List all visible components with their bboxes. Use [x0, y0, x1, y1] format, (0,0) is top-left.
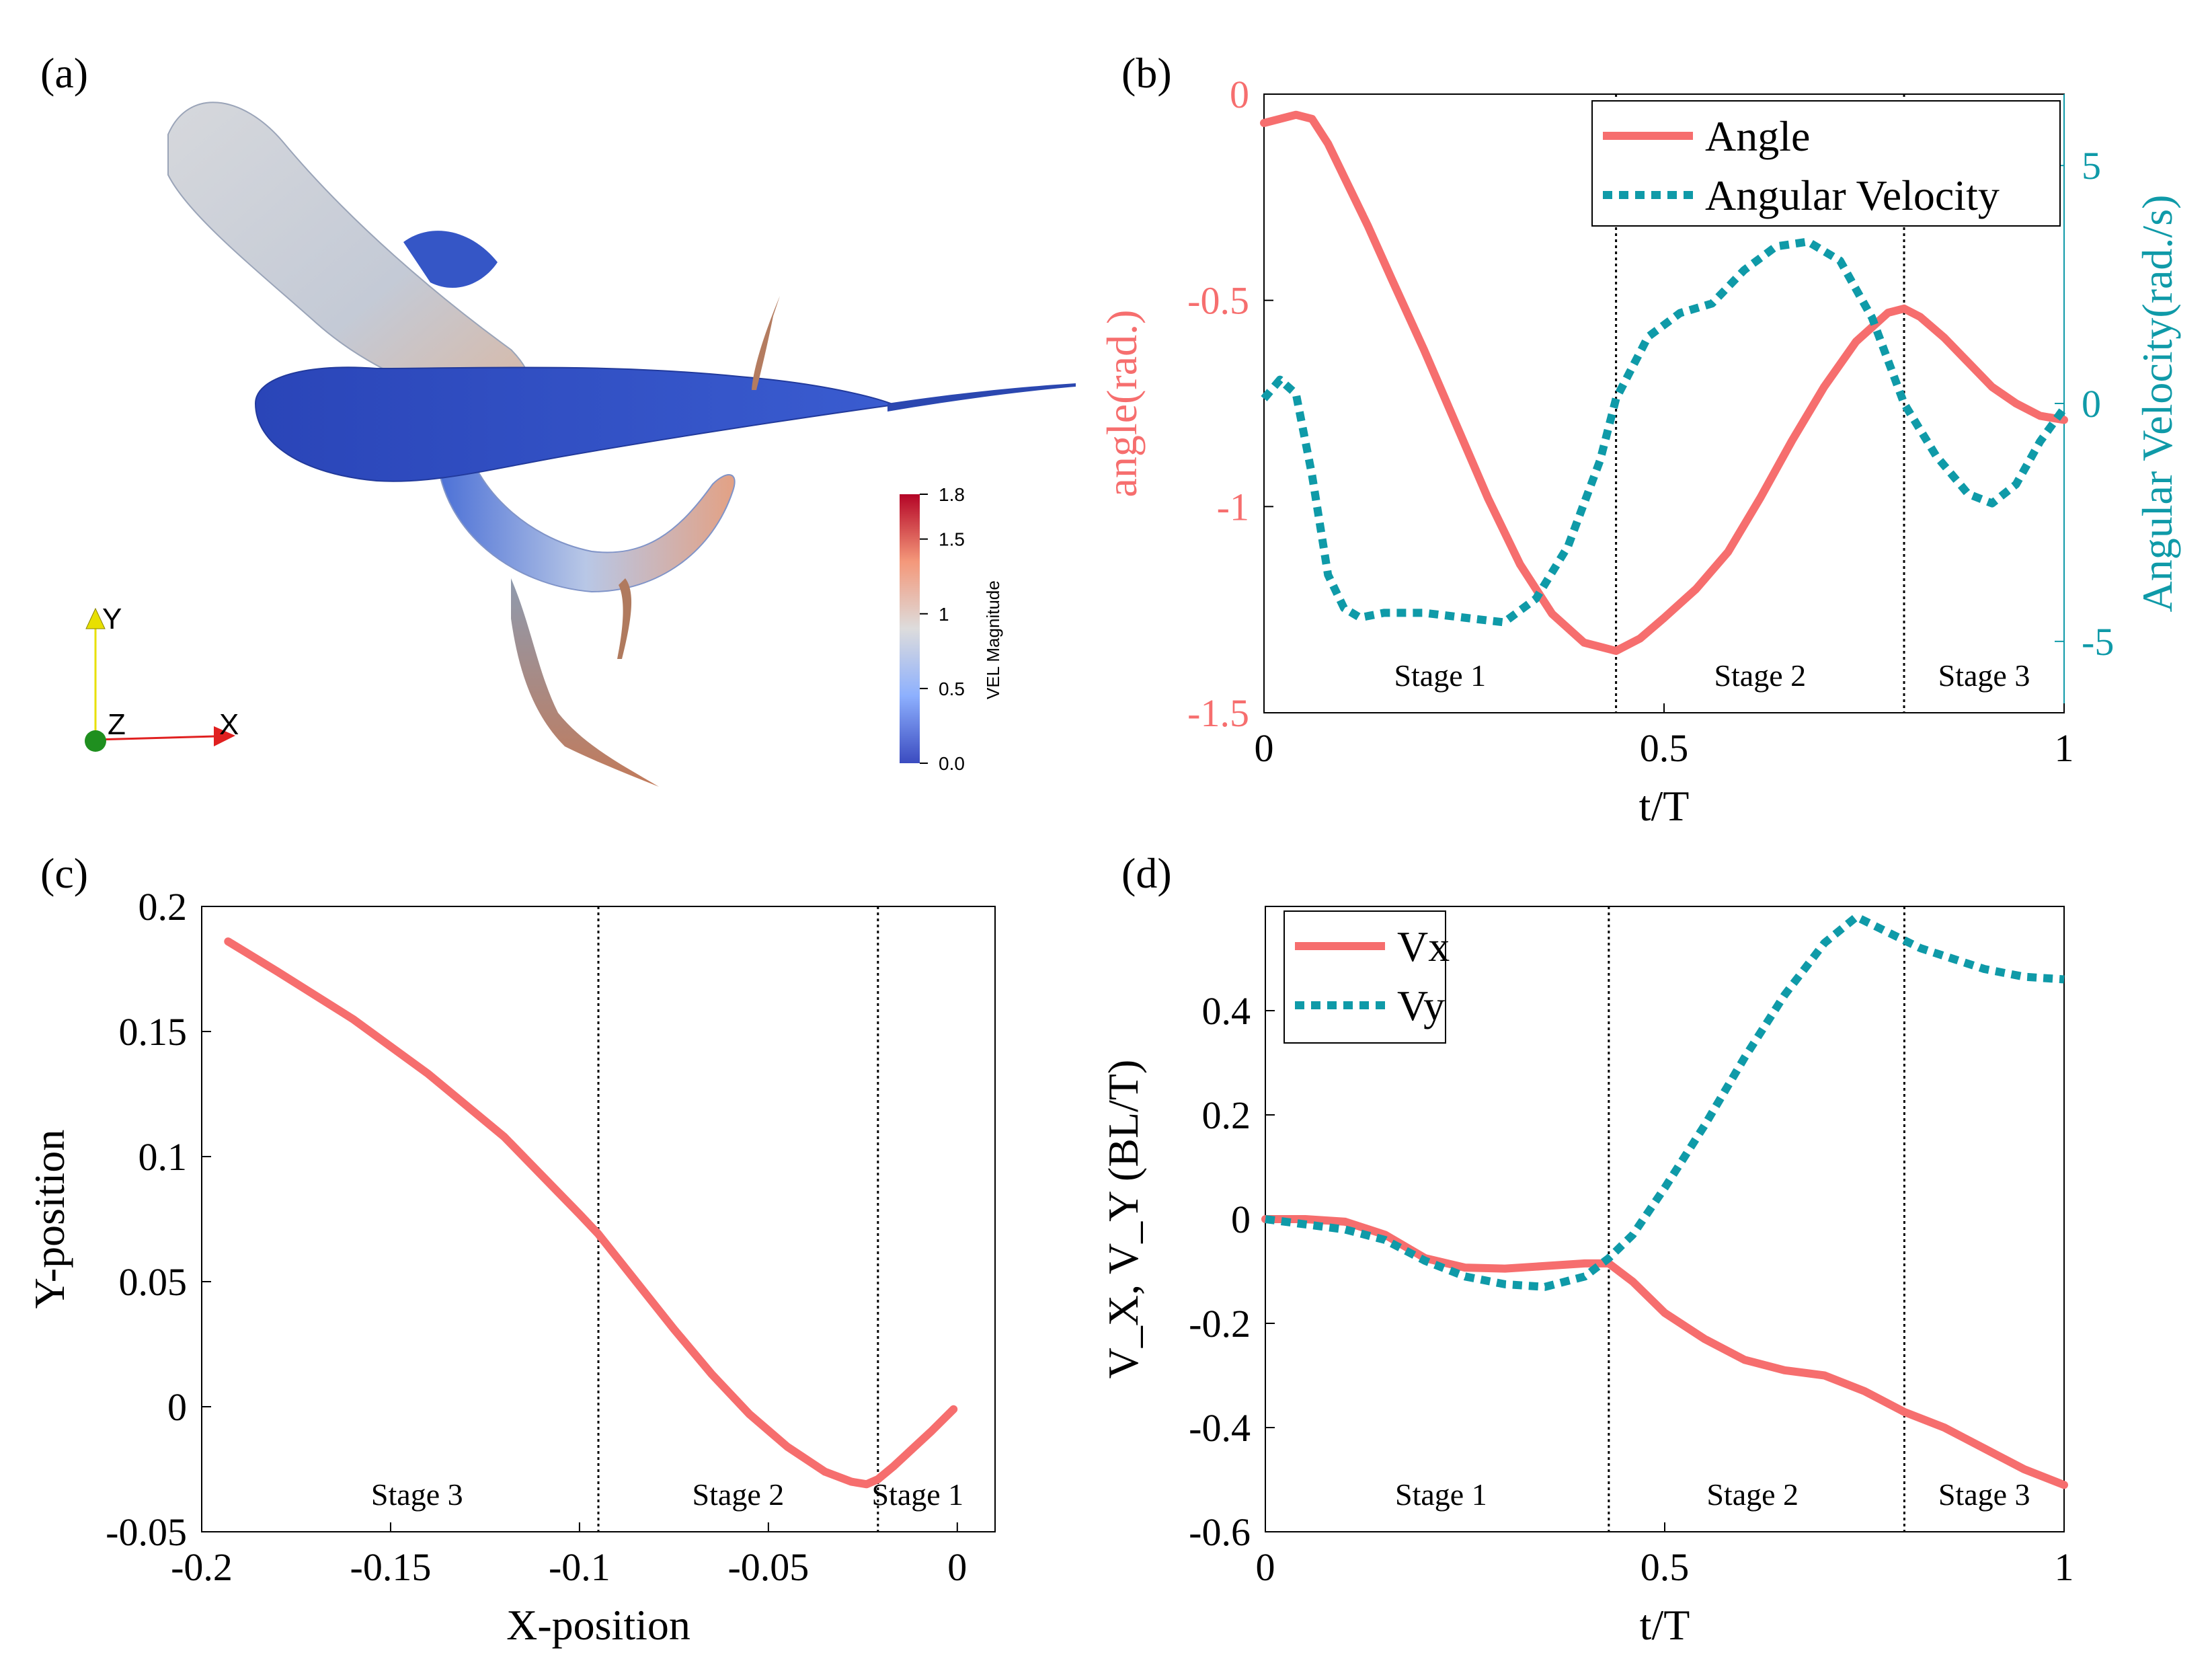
fish-ring-tube	[436, 428, 736, 593]
x-tick-label: -0.15	[350, 1545, 432, 1589]
triad-z-origin	[85, 730, 106, 752]
x-tick-label: -0.1	[549, 1545, 610, 1589]
y-tick-label: -0.4	[1189, 1406, 1251, 1450]
colorbar-ticks: 1.8 1.5 1 0.5 0.0	[920, 484, 965, 774]
colorbar-tick-label: 0.0	[939, 753, 965, 774]
fish-main-body	[254, 366, 897, 482]
x-tick-label: 0	[947, 1545, 967, 1589]
axes-triad: Y X Z	[85, 602, 239, 752]
panel-d-label: (d)	[1121, 849, 1172, 897]
x-axis-label: X-position	[506, 1601, 690, 1649]
fish-upper-fin-right	[752, 296, 780, 390]
fish-dorsal-fin	[403, 231, 498, 288]
legend-label: Vy	[1397, 982, 1445, 1029]
y2-tick-label: 0	[2082, 382, 2101, 426]
triad-y-label: Y	[102, 602, 122, 635]
triad-z-label: Z	[108, 708, 126, 741]
y-axis-label: Y-position	[26, 1130, 73, 1309]
colorbar-tick-label: 1	[939, 604, 949, 625]
y-axis-label: angle(rad.)	[1098, 310, 1146, 498]
y2-axis-label: Angular Velocity(rad./s)	[2133, 195, 2181, 613]
x-tick-label: 0	[1255, 726, 1274, 770]
stage-label: Stage 1	[1395, 1477, 1487, 1512]
stage-label: Stage 2	[693, 1477, 785, 1512]
y-tick-label: 0	[1230, 73, 1249, 116]
stage-label: Stage 2	[1714, 658, 1806, 693]
x-tick-label: -0.2	[171, 1545, 233, 1589]
y-tick-label: 0.4	[1202, 989, 1251, 1033]
y-tick-label: 0.2	[139, 885, 188, 929]
y-tick-label: -0.6	[1189, 1510, 1251, 1554]
colorbar-tick-label: 1.8	[939, 484, 965, 505]
y-tick-label: -1.5	[1187, 691, 1249, 735]
y-tick-label: 0.05	[119, 1260, 188, 1304]
y2-tick-label: 5	[2082, 144, 2101, 188]
colorbar-title: VEL Magnitude	[983, 580, 1003, 699]
y-tick-label: -0.05	[106, 1510, 187, 1554]
triad-x-label: X	[219, 708, 239, 741]
stage-label: Stage 1	[871, 1477, 963, 1512]
y-tick-label: -0.2	[1189, 1302, 1251, 1346]
x-tick-label: -0.05	[727, 1545, 809, 1589]
triad-x-axis	[95, 735, 216, 741]
chart-d: 0 0.5 1 0.4 0.2 0 -0.2 -0.4 -0.6 t/T V_X, V_Y (BL/…	[1099, 906, 2074, 1649]
panel-a: (a) Y X Z	[40, 49, 1076, 787]
fish-tail-filament	[887, 383, 1076, 412]
colorbar-tick-label: 1.5	[939, 529, 965, 550]
x-tick-label: 0	[1256, 1545, 1275, 1589]
y-tick-label: 0.1	[139, 1135, 188, 1179]
stage-label: Stage 2	[1706, 1477, 1799, 1512]
stage-label: Stage 3	[1938, 658, 2030, 693]
fish-lower-fin-left	[511, 578, 659, 787]
triad-x-arrow	[214, 726, 235, 746]
colorbar-tick-label: 0.5	[939, 678, 965, 699]
series-line-vx	[1261, 1215, 2068, 1489]
y2-tick-label: -5	[2082, 620, 2114, 664]
panel-a-label: (a)	[40, 49, 88, 97]
x-axis-label: t/T	[1640, 1601, 1690, 1649]
x-tick-label: 0.5	[1641, 1545, 1690, 1589]
triad-y-arrow	[85, 607, 106, 629]
legend-label: Angle	[1705, 112, 1810, 160]
series-line-angle	[1260, 110, 2068, 655]
chart-c: -0.2 -0.15 -0.1 -0.05 0 0.2 0.15 0.1 0.05 0 -0.05 X…	[26, 885, 996, 1649]
fish-render	[167, 102, 1076, 787]
series-line-angular-velocity	[1261, 237, 2067, 627]
y-tick-label: -0.5	[1187, 279, 1249, 323]
y-tick-label: 0.15	[119, 1010, 188, 1054]
y-tick-label: 0.2	[1202, 1093, 1251, 1137]
chart-b: 0 0.5 1 0 -0.5 -1 -1.5 5 0 -5 t/T angle(rad.) Angula…	[1098, 73, 2181, 830]
series-line-trajectory	[224, 937, 958, 1489]
panel-b-label: (b)	[1121, 49, 1172, 97]
legend-label: Angular Velocity	[1705, 171, 2000, 219]
x-tick-label: 1	[2055, 1545, 2074, 1589]
legend-label: Vx	[1397, 923, 1450, 970]
legend-box-d	[1283, 910, 1446, 1044]
y-tick-label: 0	[167, 1385, 187, 1429]
stage-label: Stage 3	[371, 1477, 463, 1512]
colorbar: 1.8 1.5 1 0.5 0.0 VEL Magnitude	[900, 484, 1003, 774]
y-tick-label: 0	[1231, 1198, 1251, 1241]
colorbar-gradient	[900, 494, 920, 763]
legend-box-b	[1591, 100, 2061, 227]
series-line-vy	[1265, 912, 2065, 1291]
fish-lower-fin-right	[617, 578, 632, 659]
x-axis-label: t/T	[1639, 782, 1690, 830]
x-tick-label: 1	[2055, 726, 2074, 770]
stage-label: Stage 1	[1394, 658, 1486, 693]
y-tick-label: -1	[1217, 485, 1249, 529]
stage-label: Stage 3	[1938, 1477, 2030, 1512]
x-tick-label: 0.5	[1640, 726, 1689, 770]
y-axis-label: V_X, V_Y (BL/T)	[1099, 1060, 1147, 1379]
panel-c-label: (c)	[40, 849, 88, 897]
